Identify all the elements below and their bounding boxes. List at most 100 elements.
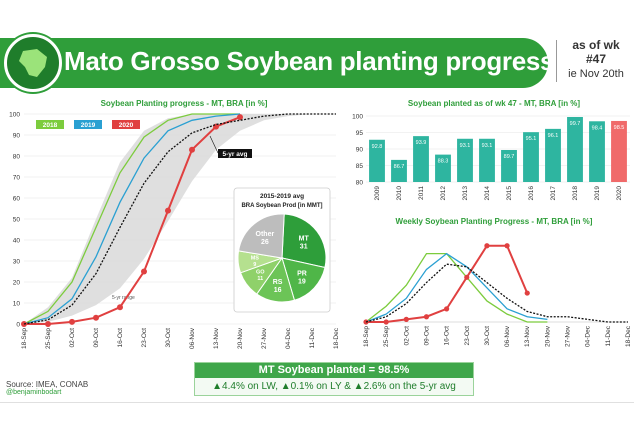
series-line-2018 [23, 113, 240, 325]
header-divider [556, 40, 557, 82]
bar-value-label: 95.1 [526, 136, 537, 142]
pie-slice-pr [281, 257, 326, 301]
bar-2016 [523, 132, 539, 182]
series-line-5-yr-avg [23, 113, 336, 325]
bar-value-label: 93.1 [460, 143, 471, 149]
legend-label: 2018 [43, 122, 58, 129]
pie-value: 31 [300, 243, 308, 250]
y-tick-label: 20 [13, 280, 21, 287]
y-tick-label: 85 [356, 163, 364, 170]
summary-box: MT Soybean planted = 98.5% ▲4.4% on LW, … [194, 362, 474, 396]
data-point-2020 [45, 321, 51, 327]
bar-2020 [611, 120, 627, 182]
x-tick-label: 16-Oct [117, 328, 124, 348]
y-tick-label: 95 [356, 130, 364, 137]
x-tick-label: 2012 [440, 186, 447, 201]
bottom-divider [0, 402, 634, 403]
bar-2012 [435, 154, 451, 182]
x-tick-label: 11-Dec [309, 327, 316, 348]
source-note: Source: IMEA, CONAB [6, 380, 89, 389]
bar-2014 [479, 138, 495, 182]
data-point-2020 [117, 304, 123, 311]
x-tick-label: 06-Nov [504, 325, 511, 347]
chart-title: Soybean planted as of wk 47 - MT, BRA [i… [408, 99, 581, 108]
x-tick-label: 02-Oct [403, 326, 410, 346]
y-tick-label: 80 [356, 180, 364, 187]
avg-callout-pointer [209, 135, 219, 154]
bar-2010 [391, 159, 407, 182]
data-point-2020 [403, 316, 409, 322]
pie-label: PR [297, 271, 307, 278]
inset-subtitle: BRA Soybean Prod [in MMT] [241, 203, 322, 209]
bar-2011 [413, 136, 429, 182]
data-point-2020 [484, 243, 490, 249]
x-tick-label: 2019 [594, 186, 601, 201]
pie-value: 26 [261, 239, 269, 246]
pie-label: MS [251, 255, 260, 261]
y-tick-label: 90 [13, 133, 21, 140]
x-tick-label: 13-Nov [213, 327, 220, 349]
y-tick-label: 100 [9, 112, 20, 119]
week-label: as of wk #47 ie Nov 20th [562, 38, 630, 80]
legend-swatch-2019 [74, 120, 102, 129]
x-tick-label: 23-Oct [464, 326, 471, 346]
x-tick-label: 20-Nov [237, 327, 244, 349]
summary-title: MT Soybean planted = 98.5% [195, 363, 473, 378]
data-point-2020 [237, 114, 243, 121]
pie-value: 19 [298, 279, 306, 286]
x-tick-label: 2013 [462, 186, 469, 201]
avg-callout-box [218, 149, 252, 158]
author-handle: @benjaminbodart [6, 389, 62, 396]
x-tick-label: 25-Sep [383, 326, 390, 347]
legend-swatch-2018 [36, 120, 64, 129]
pie-label: RS [273, 279, 283, 286]
data-point-2020 [383, 319, 389, 325]
legend-swatch-2020 [112, 120, 140, 129]
bar-value-label: 88.3 [438, 159, 449, 165]
x-tick-label: 04-Dec [585, 325, 592, 347]
x-tick-label: 18-Dec [333, 327, 340, 349]
y-tick-label: 100 [352, 114, 363, 121]
y-tick-label: 70 [13, 175, 21, 182]
x-tick-label: 2010 [396, 186, 403, 201]
bar-value-label: 98.4 [592, 125, 603, 131]
x-tick-label: 13-Nov [524, 325, 531, 347]
data-point-2020 [69, 318, 75, 325]
bar-2019 [589, 121, 605, 182]
x-tick-label: 20-Nov [544, 325, 551, 347]
bar-2017 [545, 128, 561, 182]
bar-2015 [501, 149, 517, 182]
x-tick-label: 23-Oct [141, 328, 148, 348]
bar-value-label: 92.8 [372, 144, 383, 150]
pie-slice-mt [281, 213, 327, 269]
x-tick-label: 06-Nov [189, 327, 196, 349]
y-tick-label: 60 [13, 196, 21, 203]
data-point-2020 [464, 274, 470, 280]
pie-value: 11 [257, 276, 263, 282]
x-tick-label: 02-Oct [69, 328, 76, 348]
avg-callout-label: 5-yr avg [223, 151, 248, 158]
chart-title: Weekly Soybean Planting Progress - MT, B… [396, 217, 593, 226]
pie-label: MT [299, 235, 310, 242]
pie-label: Other [256, 231, 275, 238]
x-tick-label: 09-Oct [93, 328, 100, 348]
x-tick-label: 04-Dec [285, 327, 292, 349]
data-point-2020 [189, 146, 195, 153]
x-tick-label: 30-Oct [165, 328, 172, 348]
pie-value: 16 [274, 287, 282, 294]
data-point-2020 [524, 290, 530, 296]
x-tick-label: 2017 [550, 186, 557, 201]
x-tick-label: 25-Sep [45, 328, 52, 349]
data-point-2020 [141, 268, 147, 275]
x-tick-label: 27-Nov [565, 325, 572, 347]
y-tick-label: 90 [356, 147, 364, 154]
x-tick-label: 18-Sep [21, 328, 28, 349]
x-tick-label: 30-Oct [484, 326, 491, 346]
weekly-progress-chart: Weekly Soybean Planting Progress - MT, B… [363, 217, 632, 347]
inset-title: 2015-2019 avg [260, 193, 304, 200]
bar-2018 [567, 116, 583, 182]
x-tick-label: 18-Sep [363, 326, 370, 347]
series-line-2019 [23, 113, 241, 325]
x-tick-label: 27-Nov [261, 327, 268, 349]
x-tick-label: 2016 [528, 186, 535, 201]
